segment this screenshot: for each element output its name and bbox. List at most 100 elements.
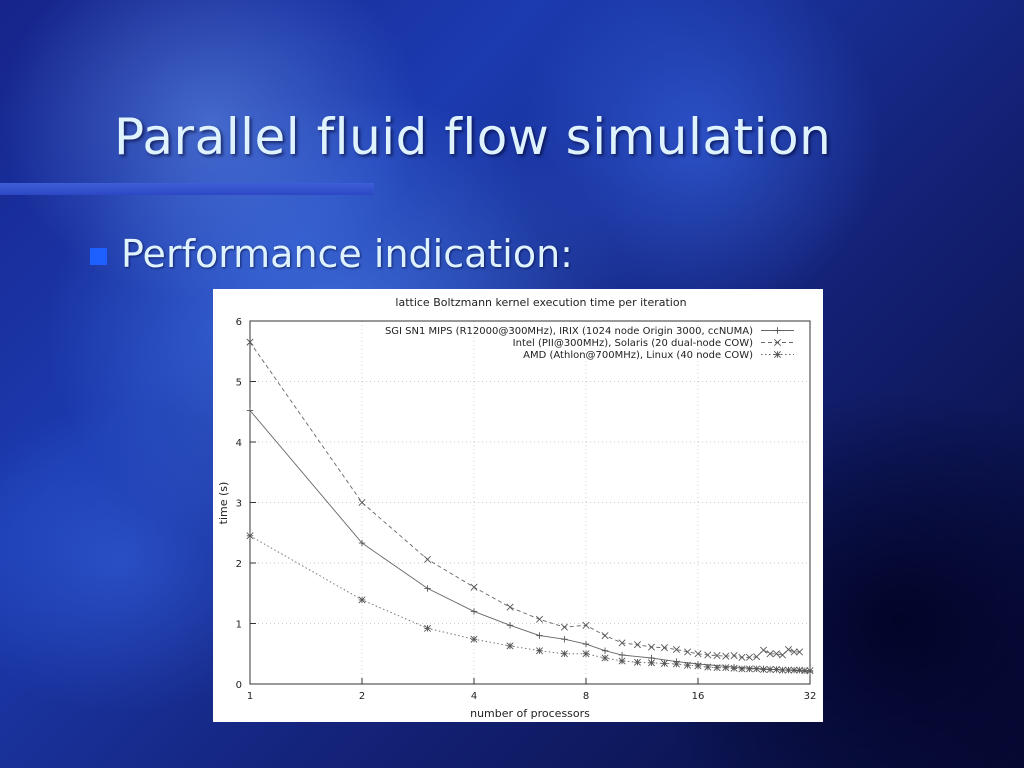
series-line (249, 535, 810, 672)
marker-stroke (806, 667, 814, 675)
data-point (506, 603, 514, 611)
marker-stroke (722, 664, 730, 672)
data-point (738, 653, 746, 661)
marker-stroke (506, 603, 514, 611)
marker-stroke (423, 555, 432, 563)
data-point (772, 650, 780, 658)
marker-stroke (647, 659, 656, 667)
marker-stroke (684, 648, 692, 656)
data-point (713, 664, 721, 672)
marker-stroke (358, 596, 366, 604)
legend-label-3: AMD (Athlon@700MHz), Linux (40 node COW) (523, 350, 753, 361)
marker-stroke (684, 661, 692, 669)
data-point (423, 555, 432, 563)
marker-stroke (759, 665, 768, 673)
series-2 (246, 338, 804, 661)
marker-stroke (773, 338, 782, 347)
marker-stroke (779, 651, 787, 659)
marker-stroke (618, 657, 626, 665)
marker-stroke (582, 650, 590, 658)
data-point (759, 646, 768, 654)
marker-stroke (582, 621, 590, 629)
chart-svg: lattice Boltzmann kernel execution time … (217, 296, 817, 720)
marker-stroke (730, 652, 738, 660)
grid-layer (249, 320, 811, 685)
data-point (660, 659, 668, 667)
legend-marker-2 (773, 338, 782, 347)
data-point (358, 596, 366, 604)
marker-stroke (796, 648, 804, 656)
marker-stroke (738, 665, 746, 673)
data-point (766, 650, 774, 658)
data-point (601, 647, 609, 654)
legend-marker-1 (774, 327, 781, 334)
series-layer (246, 338, 814, 676)
marker-stroke (694, 650, 702, 658)
marker-stroke (766, 665, 774, 673)
data-point (730, 664, 738, 672)
y-tick-label: 0 (236, 680, 242, 691)
data-point (560, 650, 568, 658)
marker-stroke (713, 652, 721, 660)
title-underline-bar (0, 183, 374, 195)
data-point (246, 407, 254, 414)
data-point (601, 654, 609, 662)
data-point (618, 657, 626, 665)
x-tick-label: 4 (471, 691, 477, 702)
legend: SGI SN1 MIPS (R12000@300MHz), IRIX (1024… (385, 326, 794, 361)
marker-stroke (660, 659, 668, 667)
data-point (423, 624, 432, 632)
data-point (246, 532, 254, 540)
data-point (759, 665, 768, 673)
marker-stroke (772, 665, 780, 673)
series-3 (246, 532, 814, 675)
legend-marker-3 (773, 350, 782, 359)
marker-stroke (753, 665, 761, 673)
marker-stroke (647, 643, 656, 651)
data-point (358, 498, 366, 507)
series-1 (246, 407, 814, 676)
x-tick-label: 1 (247, 691, 253, 702)
marker-stroke (601, 654, 609, 662)
series-line (249, 410, 811, 673)
data-point (704, 663, 712, 671)
marker-stroke (535, 647, 544, 655)
data-point (745, 665, 753, 673)
marker-stroke (560, 650, 568, 658)
data-point (753, 653, 761, 661)
data-point (694, 662, 702, 670)
marker-stroke (672, 660, 680, 668)
data-point (684, 648, 692, 656)
marker-stroke (759, 646, 768, 654)
data-point (779, 666, 787, 674)
y-tick-label: 2 (236, 559, 242, 570)
data-point (647, 659, 656, 667)
data-point (582, 640, 590, 648)
x-axis-label: number of processors (470, 707, 590, 720)
data-point (358, 539, 366, 547)
data-point (582, 621, 590, 629)
data-point (745, 653, 753, 661)
data-point (704, 651, 712, 659)
marker-stroke (790, 648, 798, 656)
marker-stroke (773, 350, 782, 359)
data-point (722, 664, 730, 672)
data-point (560, 623, 568, 631)
bullet-square-icon (90, 247, 107, 265)
marker-stroke (694, 662, 702, 670)
marker-stroke (790, 666, 798, 674)
series-line (249, 341, 800, 658)
data-point (684, 661, 692, 669)
data-point (536, 632, 543, 639)
legend-label-1: SGI SN1 MIPS (R12000@300MHz), IRIX (1024… (385, 326, 753, 337)
x-tick-label: 16 (692, 691, 705, 702)
data-point (618, 639, 626, 647)
y-axis-label: time (s) (217, 482, 230, 525)
data-point (618, 651, 626, 659)
marker-stroke (672, 645, 680, 654)
data-point (470, 608, 478, 615)
marker-stroke (801, 667, 809, 675)
marker-stroke (246, 532, 254, 540)
marker-stroke (633, 641, 641, 649)
